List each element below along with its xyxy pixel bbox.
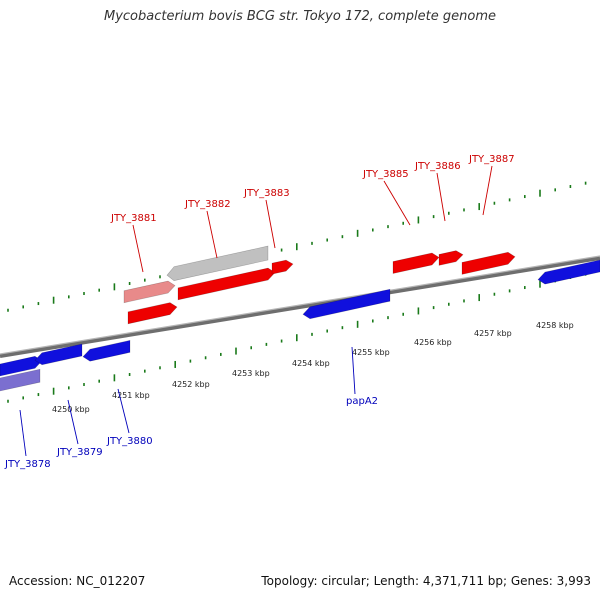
gene-label-upper[interactable]: JTY_3885	[362, 169, 409, 180]
gene-forward[interactable]	[438, 250, 464, 266]
leader-line	[482, 165, 493, 216]
gene-forward[interactable]	[127, 302, 178, 325]
gene-forward[interactable]	[177, 267, 276, 301]
gene-reverse[interactable]	[82, 340, 131, 362]
leader-line	[265, 199, 276, 249]
kbp-label: 4252 kbp	[172, 380, 210, 389]
gene-forward[interactable]	[461, 251, 516, 275]
leader-line	[19, 409, 27, 457]
gene-reverse[interactable]	[0, 355, 43, 377]
kbp-label: 4255 kbp	[352, 348, 390, 357]
gene-pseudo[interactable]	[166, 245, 269, 282]
gene-reverse[interactable]	[537, 259, 600, 285]
kbp-label: 4254 kbp	[292, 359, 330, 368]
gene-label-lower[interactable]: papA2	[346, 396, 378, 407]
leader-line	[206, 210, 218, 259]
gene-label-upper[interactable]: JTY_3887	[468, 154, 515, 165]
leader-line	[67, 399, 79, 445]
kbp-label: 4253 kbp	[232, 369, 270, 378]
kbp-label: 4250 kbp	[52, 405, 90, 414]
leader-line	[117, 388, 130, 434]
gene-label-lower[interactable]: JTY_3880	[106, 436, 153, 447]
gene-label-upper[interactable]: JTY_3881	[110, 213, 157, 224]
kbp-label: 4256 kbp	[414, 338, 452, 347]
gene-label-lower[interactable]: JTY_3878	[4, 459, 51, 470]
gene-reverse[interactable]	[34, 343, 83, 366]
gene-forward[interactable]	[392, 252, 440, 274]
map-title: Mycobacterium bovis BCG str. Tokyo 172, …	[104, 9, 496, 24]
gene-label-upper[interactable]: JTY_3886	[414, 161, 461, 172]
kbp-label: 4258 kbp	[536, 321, 574, 330]
kbp-label: 4251 kbp	[112, 391, 150, 400]
gene-label-upper[interactable]: JTY_3882	[184, 199, 231, 210]
gene-forward[interactable]	[271, 259, 294, 275]
backbone-line	[0, 256, 600, 358]
leader-line	[132, 224, 144, 273]
kbp-label: 4257 kbp	[474, 329, 512, 338]
gene-label-upper[interactable]: JTY_3883	[243, 188, 290, 199]
leader-line	[436, 172, 446, 222]
leader-line	[351, 346, 356, 395]
gene-label-lower[interactable]: JTY_3879	[56, 447, 103, 458]
accession-text: Accession: NC_012207	[9, 574, 146, 588]
backbone-highlight	[0, 255, 600, 355]
gene-reverse-light[interactable]	[0, 368, 41, 392]
leader-line	[383, 180, 411, 226]
gene-forward-light[interactable]	[123, 280, 176, 304]
gene-reverse[interactable]	[302, 288, 391, 320]
topology-text: Topology: circular; Length: 4,371,711 bp…	[261, 574, 591, 588]
